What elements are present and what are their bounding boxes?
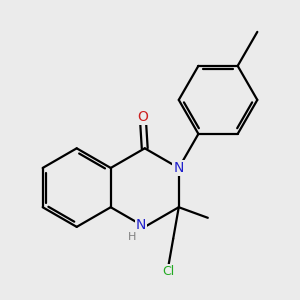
Text: N: N xyxy=(136,218,146,232)
Text: Cl: Cl xyxy=(162,265,174,278)
Text: N: N xyxy=(174,161,184,175)
Text: H: H xyxy=(128,232,136,242)
Text: O: O xyxy=(137,110,148,124)
